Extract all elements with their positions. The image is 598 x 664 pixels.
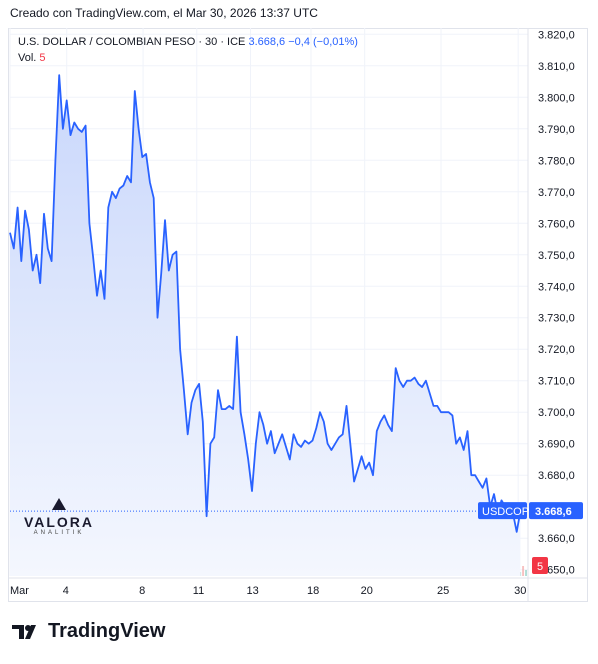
chart-frame [8,28,588,602]
price-area-fill [10,75,521,576]
y-tick-label: 3.780,0 [538,155,575,167]
y-tick-label: 3.800,0 [538,92,575,104]
x-tick-label: 4 [63,585,69,597]
volume-bar [525,570,527,576]
legend-volume-row: Vol. 5 [18,50,358,66]
y-tick-label: 3.710,0 [538,376,575,388]
price-chart[interactable]: 3.820,0 3.810,0 3.800,0 3.790,0 3.780,0 3.770… [8,28,588,602]
watermark-title: VALORA [23,514,95,530]
created-with-header: Creado con TradingView.com, el Mar 30, 2… [10,6,318,20]
y-tick-label: 3.820,0 [538,29,575,41]
last-value: 3.668,6 [248,36,286,48]
legend-symbol-row: U.S. DOLLAR / COLOMBIAN PESO · 30 · ICE … [18,34,358,50]
price-line [9,74,522,533]
x-tick-label: 11 [193,585,204,597]
y-tick-label: 3.770,0 [538,187,575,199]
y-tick-label: 3.760,0 [538,218,575,230]
chart-legend: U.S. DOLLAR / COLOMBIAN PESO · 30 · ICE … [18,34,358,66]
watermark-subtitle: ANALITIK [33,530,85,536]
valora-analitik-watermark: VALORA ANALITIK [22,496,96,536]
last-price-badge [529,502,583,520]
y-tick-label: 3.750,0 [538,250,575,262]
y-axis: 3.820,0 3.810,0 3.800,0 3.790,0 3.780,0 3.770… [527,28,575,602]
change-value: −0,4 (−0,01%) [288,36,358,48]
volume-badge [532,557,548,574]
y-tick-label: 3.700,0 [538,407,575,419]
x-tick-label: 30 [514,585,526,597]
x-tick-label: 13 [246,585,258,597]
volume-value: 5 [39,52,46,64]
symbol-badge-label: USDCOP [482,506,529,518]
symbol-description: U.S. DOLLAR / COLOMBIAN PESO · 30 · ICE [18,36,246,48]
y-tick-label: 3.740,0 [538,281,575,293]
tradingview-footer[interactable]: TradingView [12,620,165,643]
volume-bar [522,566,525,576]
last-price-badge-label: 3.668,6 [535,506,572,518]
volume-label: Vol. [18,52,37,64]
x-tick-label: 8 [139,585,145,597]
tradingview-brand: TradingView [48,620,166,642]
symbol-badge [478,502,527,520]
x-tick-label: Mar [10,585,29,597]
x-tick-label: 20 [361,585,373,597]
y-tick-label: 3.660,0 [538,533,575,545]
y-tick-label: 3.730,0 [538,313,575,325]
y-tick-label: 3.810,0 [538,61,575,73]
y-tick-label: 3.680,0 [538,470,575,482]
tradingview-logo-icon [12,624,36,639]
valora-logo-icon [52,498,66,510]
x-tick-label: 25 [437,585,449,597]
y-tick-label: 3.790,0 [538,124,575,136]
volume-badge-label: 5 [537,561,543,573]
x-tick-label: 18 [307,585,319,597]
y-tick-label: 3.720,0 [538,344,575,356]
price-badges: USDCOP 3.668,6 5 [478,502,583,574]
x-axis: Mar 4 8 11 13 18 20 25 30 [8,577,588,597]
y-tick-label: 3.690,0 [538,439,575,451]
